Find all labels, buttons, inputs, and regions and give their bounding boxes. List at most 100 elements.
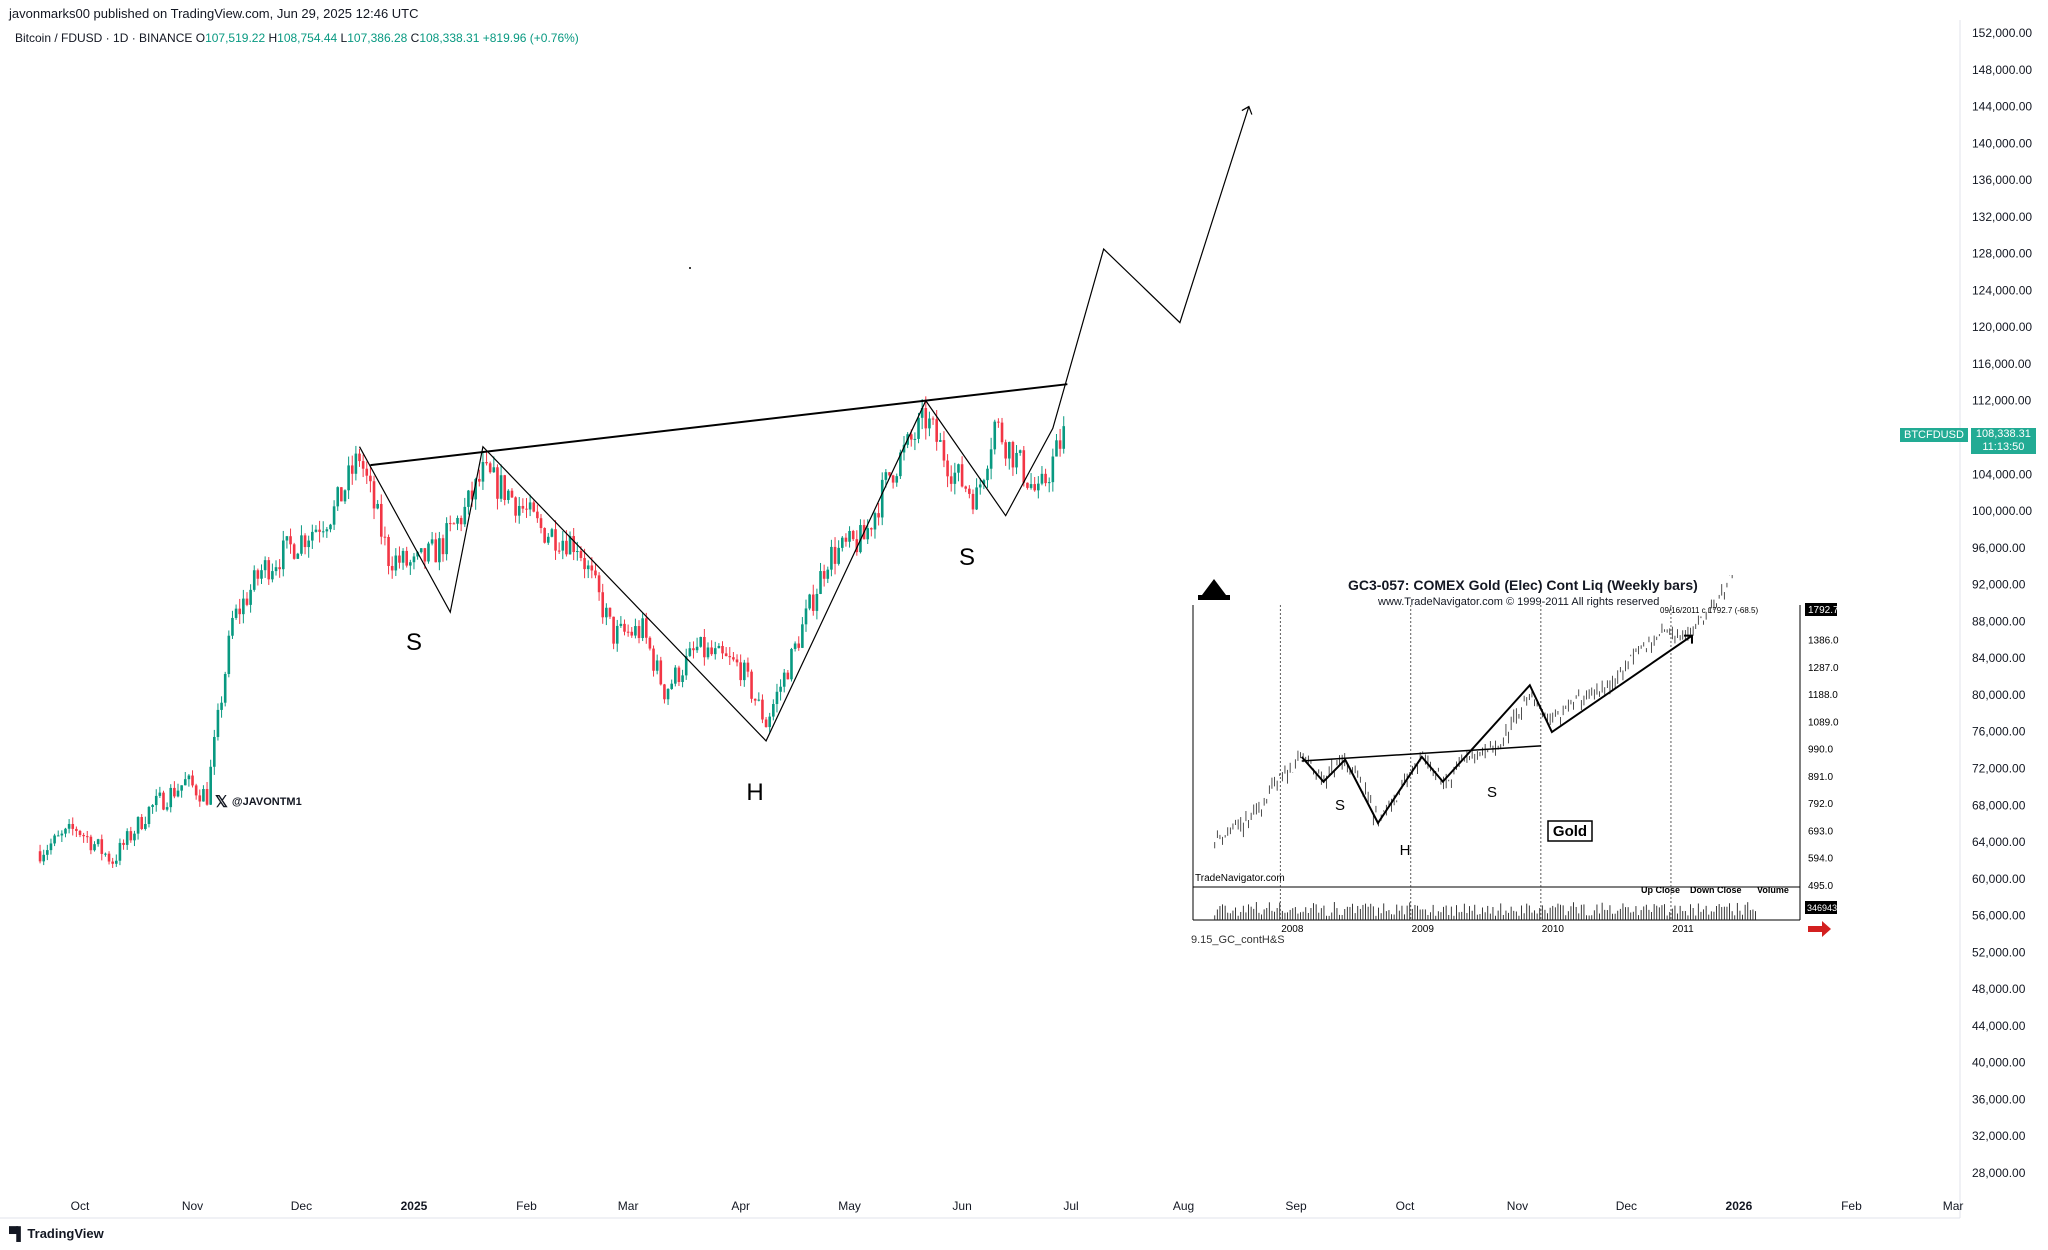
candle-body <box>674 667 677 684</box>
tradingview-logo[interactable]: ▀▌ TradingView <box>9 1226 104 1241</box>
candle-body <box>376 503 379 509</box>
candle-body <box>1051 456 1055 483</box>
candle-body <box>111 861 114 864</box>
zigzag-projection <box>358 106 1250 742</box>
candle-body <box>677 667 681 682</box>
candle-body <box>441 538 445 555</box>
candle-body <box>492 467 496 473</box>
candle-body <box>198 795 202 802</box>
y-tick-label: 116,000.00 <box>1972 357 2031 371</box>
candle-body <box>499 475 503 499</box>
candle-body <box>223 673 227 703</box>
candle-body <box>75 828 78 831</box>
candle-body <box>136 817 140 834</box>
candle-body <box>409 562 412 566</box>
candle-body <box>793 643 797 649</box>
candle-body <box>692 648 695 651</box>
candle-body <box>721 645 724 654</box>
price-tag-price: 108,338.31 <box>1975 428 2031 440</box>
candle-body <box>975 487 978 510</box>
y-tick-label: 48,000.00 <box>1972 982 2026 996</box>
candle-body <box>173 787 176 797</box>
candle-body <box>619 623 623 626</box>
candle-body <box>162 792 165 810</box>
candle-body <box>586 565 590 570</box>
inset-x-tick: 2009 <box>1412 924 1435 935</box>
candle-body <box>539 518 543 529</box>
candle-body <box>93 844 96 851</box>
candle-body <box>267 560 271 580</box>
candle-body <box>978 484 982 488</box>
candle-body <box>634 626 637 636</box>
candle-body <box>982 480 986 485</box>
candle-body <box>605 607 608 618</box>
y-tick-label: 144,000.00 <box>1972 100 2032 114</box>
candle-body <box>85 836 89 838</box>
candle-body <box>401 550 405 563</box>
candle-body <box>986 468 989 481</box>
symbol-legend[interactable]: Bitcoin / FDUSD · 1D · BINANCE O107,519.… <box>15 31 579 45</box>
x-tick-label: Jul <box>1063 1199 1078 1213</box>
candle-body <box>833 546 837 564</box>
candle-body <box>183 779 187 786</box>
candle-body <box>456 517 459 524</box>
x-tick-label: Dec <box>291 1199 312 1213</box>
candle-body <box>761 699 764 720</box>
candle-body <box>1044 473 1047 484</box>
candle-body <box>917 417 920 439</box>
candle-body <box>329 524 332 530</box>
x-tick-label: May <box>838 1199 861 1213</box>
candle-body <box>202 788 205 802</box>
candle-body <box>42 854 45 862</box>
candle-body <box>209 766 212 805</box>
stray-dot <box>689 267 691 269</box>
candle-body <box>612 616 615 644</box>
candle-body <box>180 785 183 791</box>
candle-body <box>706 647 710 658</box>
candle-body <box>56 835 60 837</box>
candle-body <box>713 648 717 655</box>
candle-body <box>470 490 474 500</box>
candle-body <box>398 555 401 563</box>
candle-body <box>354 453 358 474</box>
y-tick-label: 92,000.00 <box>1972 578 2026 592</box>
candle-body <box>939 440 942 442</box>
candle-body <box>252 570 256 590</box>
inset-y-tick: 1287.0 <box>1808 663 1839 674</box>
candle-body <box>361 461 365 469</box>
candle-body <box>64 828 67 834</box>
candle-body <box>147 806 151 825</box>
pattern-label: H <box>746 779 763 806</box>
candle-body <box>841 537 844 548</box>
candle-body <box>67 823 71 829</box>
candle-body <box>583 558 586 570</box>
candle-body <box>572 536 575 553</box>
candle-body <box>427 543 430 562</box>
candle-body <box>412 556 416 563</box>
candle-body <box>194 785 198 796</box>
y-tick-label: 136,000.00 <box>1972 173 2032 187</box>
candle-body <box>1026 482 1029 488</box>
inset-subtitle: www.TradeNavigator.com © 1999-2011 All r… <box>1378 596 1660 608</box>
candle-body <box>699 636 703 647</box>
candle-body <box>717 645 721 649</box>
candle-body <box>234 608 238 618</box>
candle-body <box>60 833 64 836</box>
candle-body <box>1022 450 1026 483</box>
candle-body <box>405 550 408 566</box>
candle-body <box>463 506 467 525</box>
ohlc-change: +819.96 (+0.76%) <box>482 31 579 45</box>
candle-body <box>931 418 935 420</box>
candle-body <box>732 657 735 660</box>
candle-body <box>768 716 771 728</box>
candle-body <box>1062 426 1066 449</box>
candle-body <box>452 523 456 525</box>
candle-body <box>819 571 822 594</box>
candle-body <box>826 569 830 579</box>
candle-body <box>830 546 833 570</box>
candle-body <box>281 540 285 570</box>
candle-body <box>801 624 804 648</box>
inset-x-tick: 2010 <box>1542 924 1565 935</box>
candle-body <box>423 548 427 562</box>
